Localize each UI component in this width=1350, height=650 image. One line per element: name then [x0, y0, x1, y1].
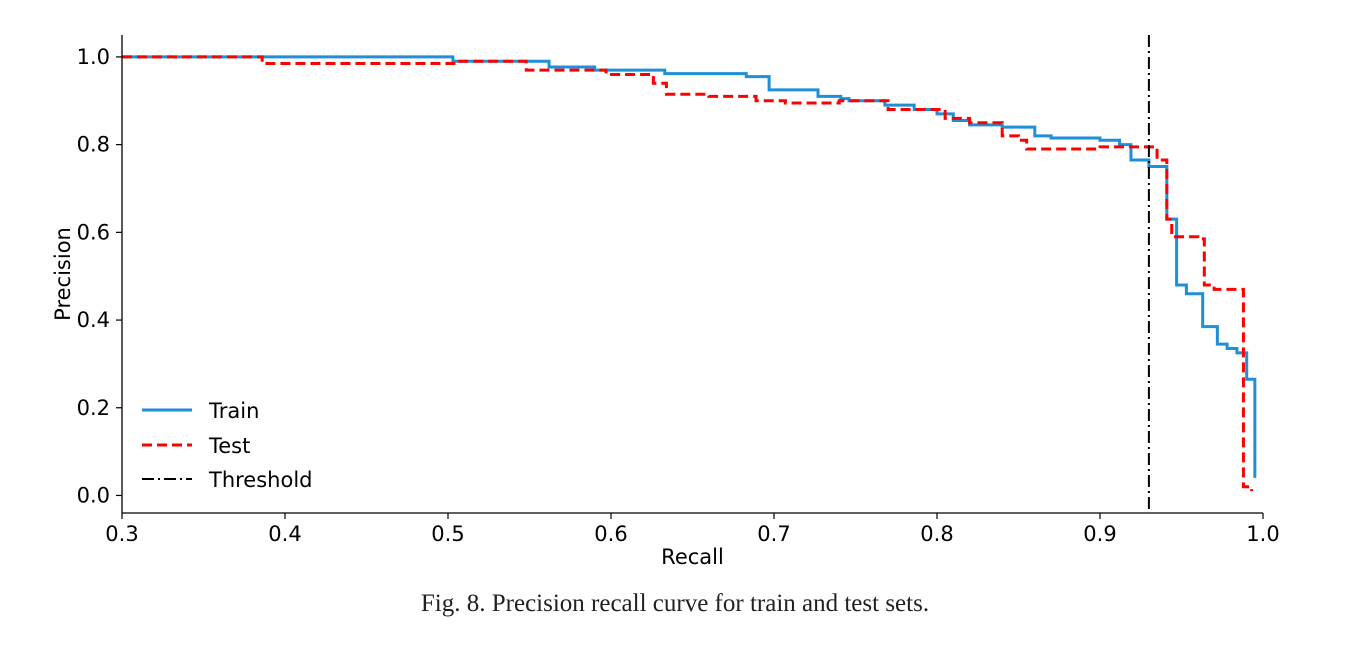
x-axis-label: Recall [661, 545, 724, 569]
y-tick-label: 0.4 [77, 308, 110, 332]
plot-area [122, 35, 1257, 513]
x-tick-label: 0.7 [757, 522, 790, 546]
x-tick-label: 0.9 [1083, 522, 1116, 546]
y-axis-label: Precision [51, 227, 75, 321]
y-tick-label: 0.0 [77, 483, 110, 507]
x-tick-label: 0.6 [594, 522, 627, 546]
figure-caption: Fig. 8. Precision recall curve for train… [420, 590, 930, 617]
x-tick-label: 0.8 [920, 522, 953, 546]
x-tick-label: 1.0 [1246, 522, 1279, 546]
series-line-train [122, 55, 1257, 478]
series-line-test [122, 55, 1254, 492]
legend: Train Test Threshold [142, 399, 313, 492]
x-tick-label: 0.4 [268, 522, 301, 546]
legend-train-label: Train [208, 399, 259, 423]
legend-test-label: Test [208, 434, 250, 458]
x-tick-label: 0.3 [105, 522, 138, 546]
y-tick-label: 0.2 [77, 396, 110, 420]
y-tick-label: 0.8 [77, 133, 110, 157]
legend-threshold-label: Threshold [208, 468, 313, 492]
x-tick-label: 0.5 [431, 522, 464, 546]
precision-recall-chart: 0.3 0.4 0.5 0.6 0.7 0.8 0.9 1.0 0.0 0.2 0.4 0.6 0.8… [51, 35, 1280, 569]
x-ticks: 0.3 0.4 0.5 0.6 0.7 0.8 0.9 1.0 [105, 513, 1280, 546]
y-tick-label: 0.6 [77, 220, 110, 244]
y-ticks: 0.0 0.2 0.4 0.6 0.8 1.0 [77, 45, 122, 507]
y-tick-label: 1.0 [77, 45, 110, 69]
series-layer [122, 55, 1257, 492]
axes: 0.3 0.4 0.5 0.6 0.7 0.8 0.9 1.0 0.0 0.2 0.4 0.6 0.8… [77, 35, 1280, 546]
